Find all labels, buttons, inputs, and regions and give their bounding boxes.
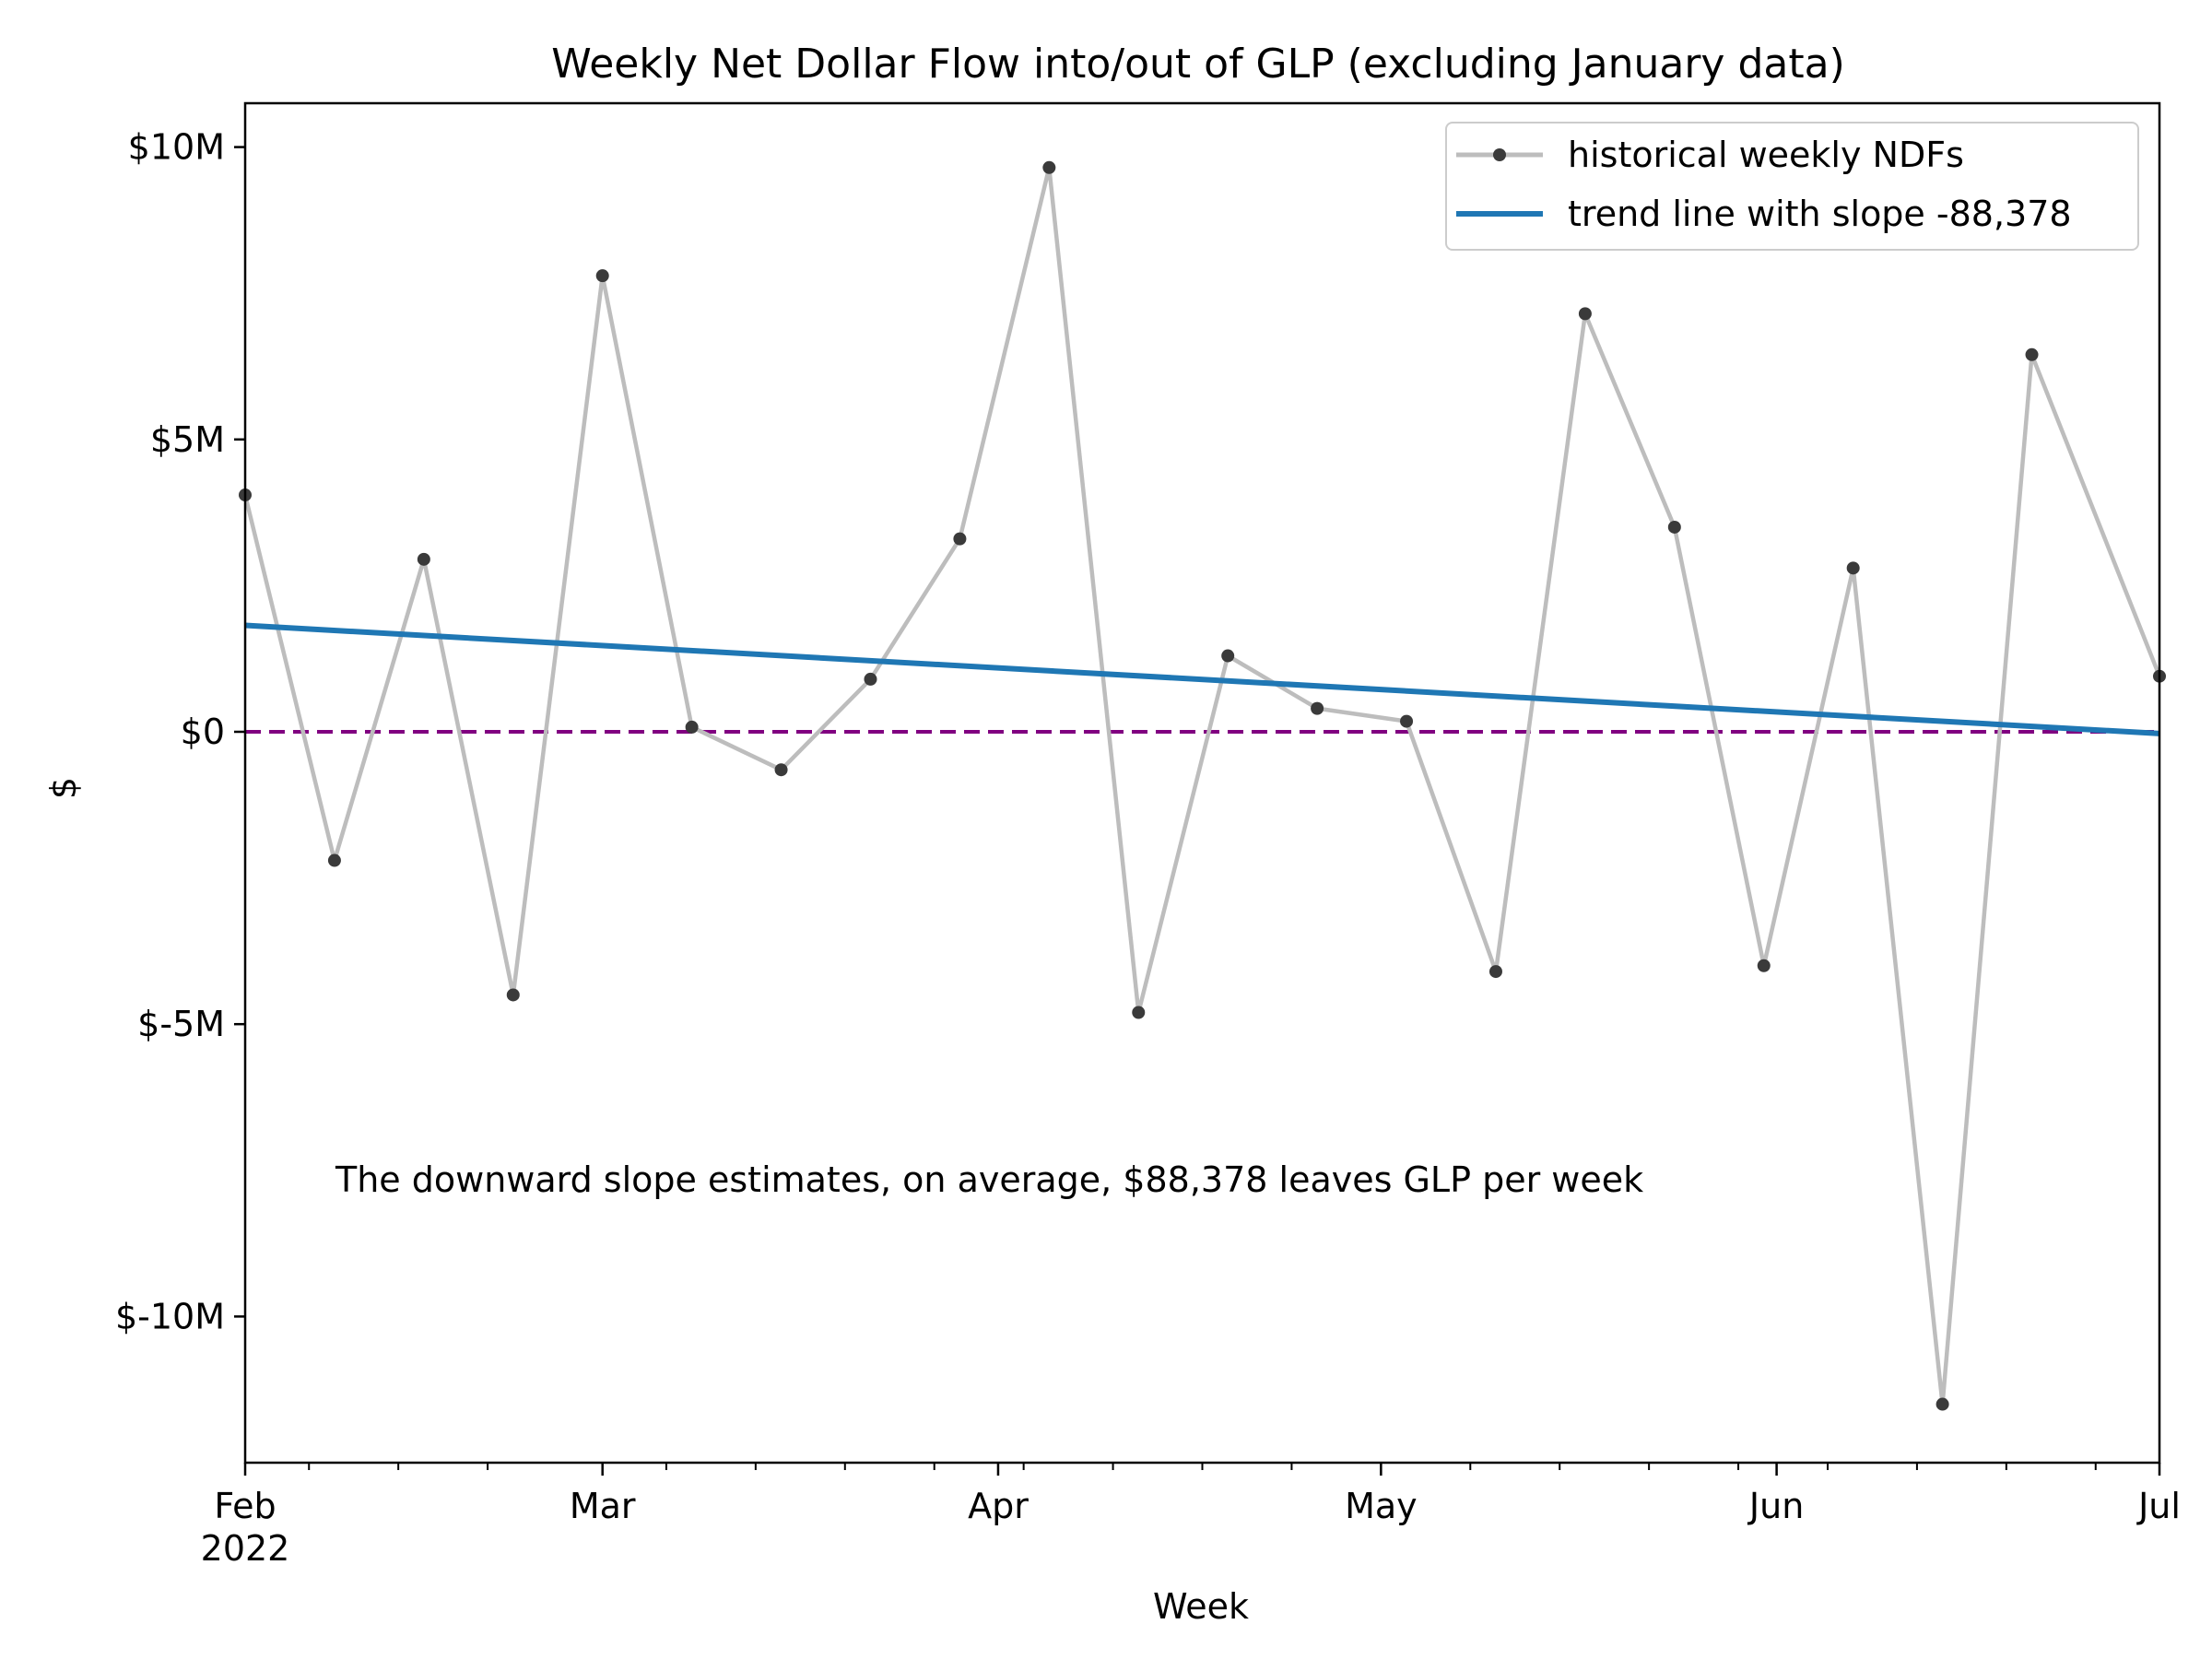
y-tick-label: $-5M xyxy=(137,1004,225,1044)
historical-ndf-point xyxy=(1578,307,1592,321)
historical-ndf-line xyxy=(242,165,2162,1406)
historical-ndf-point xyxy=(1221,649,1235,663)
historical-ndf-point xyxy=(2025,347,2039,361)
historical-ndf-point xyxy=(1757,959,1771,972)
chart-title: Weekly Net Dollar Flow into/out of GLP (… xyxy=(551,41,1844,88)
historical-ndf-point xyxy=(1846,561,1860,575)
legend-label-historical: historical weekly NDFs xyxy=(1568,135,1964,175)
historical-ndf-point xyxy=(417,552,430,566)
historical-ndf-point xyxy=(1132,1006,1146,1019)
legend-marker-historical xyxy=(1493,148,1506,161)
y-tick-label: $0 xyxy=(181,712,225,752)
historical-ndf-point xyxy=(1311,701,1324,715)
y-tick-label: $10M xyxy=(128,127,225,168)
historical-ndf-point xyxy=(1936,1397,1949,1411)
historical-ndf-point xyxy=(506,988,520,1002)
historical-ndf-point xyxy=(1042,160,1056,174)
x-tick-label: Apr xyxy=(968,1486,1029,1526)
trend-line xyxy=(244,622,2160,736)
x-tick-sublabel: 2022 xyxy=(201,1528,290,1569)
historical-ndf-point xyxy=(864,672,877,686)
legend-box xyxy=(1445,122,2139,251)
historical-ndf-point xyxy=(774,763,788,777)
historical-ndf-point xyxy=(1400,714,1414,728)
historical-ndf-point xyxy=(595,269,609,283)
legend-label-trend: trend line with slope -88,378 xyxy=(1568,194,2072,234)
x-tick-label: May xyxy=(1345,1486,1418,1526)
historical-ndf-point xyxy=(1667,520,1681,534)
x-tick-label: Jul xyxy=(2136,1486,2181,1526)
y-axis-label: $ xyxy=(43,777,84,799)
y-tick-label: $-10M xyxy=(115,1296,225,1336)
x-axis-label: Week xyxy=(1153,1586,1249,1627)
historical-ndf-point xyxy=(1488,965,1502,979)
x-tick-label: Feb xyxy=(214,1486,276,1526)
x-tick-label: Mar xyxy=(570,1486,636,1526)
annotation-text: The downward slope estimates, on average… xyxy=(335,1159,1643,1200)
historical-ndf-point xyxy=(327,853,341,867)
x-tick-label: Jun xyxy=(1747,1486,1804,1526)
historical-ndf-point xyxy=(953,532,967,546)
y-tick-label: $5M xyxy=(150,419,225,460)
historical-ndf-point xyxy=(685,720,699,734)
legend: historical weekly NDFs trend line with s… xyxy=(1445,122,2139,251)
